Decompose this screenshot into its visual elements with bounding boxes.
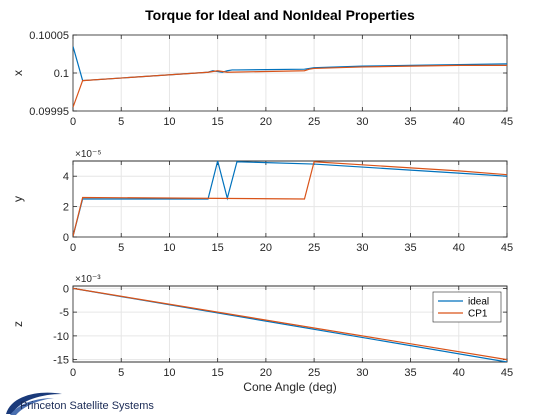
x-tick-label: 0	[70, 242, 76, 254]
x-tick-label: 10	[163, 242, 175, 254]
x-tick-label: 45	[501, 116, 513, 128]
series-line-cp1	[73, 161, 507, 237]
legend-label-cp1: CP1	[468, 309, 488, 320]
y-tick-label: 0	[63, 232, 69, 244]
x-tick-label: 45	[501, 242, 513, 254]
legend-box	[432, 291, 502, 323]
x-tick-label: 5	[118, 367, 124, 379]
logo-text: Princeton Satellite Systems	[20, 400, 154, 412]
x-axis-label: Cone Angle (deg)	[243, 380, 336, 394]
x-tick-label: 20	[260, 242, 272, 254]
y-tick-label: 0	[63, 283, 69, 295]
x-tick-label: 0	[70, 367, 76, 379]
y-tick-label: 4	[63, 171, 69, 183]
axes-3: 0 5 10 15 20 25 30 35 40 45 0 -5 -10 -15 ×10⁻³ z Cone An…	[11, 274, 513, 394]
x-tick-label: 40	[453, 116, 465, 128]
y-tick-label: -5	[59, 307, 69, 319]
x-tick-label: 10	[163, 367, 175, 379]
x-tick-label: 5	[118, 116, 124, 128]
x-tick-label: 15	[212, 116, 224, 128]
x-tick-label: 25	[308, 116, 320, 128]
series-line-ideal	[73, 161, 507, 237]
y-axis-label: x	[11, 70, 25, 76]
x-tick-label: 35	[404, 242, 416, 254]
x-tick-label: 15	[212, 367, 224, 379]
y-tick-label: 2	[63, 202, 69, 214]
y-tick-label: 0.09995	[29, 106, 69, 118]
x-tick-label: 5	[118, 242, 124, 254]
x-tick-label: 25	[308, 367, 320, 379]
logo-swoosh-icon	[6, 392, 62, 415]
y-tick-label: -10	[53, 331, 69, 343]
figure-title: Torque for Ideal and NonIdeal Properties	[145, 7, 415, 23]
legend-label-ideal: ideal	[468, 297, 489, 308]
y-axis-label: z	[11, 321, 25, 327]
x-tick-label: 30	[356, 116, 368, 128]
x-tick-label: 15	[212, 242, 224, 254]
x-tick-label: 35	[404, 116, 416, 128]
x-tick-label: 25	[308, 242, 320, 254]
axes-border	[72, 285, 508, 363]
x-tick-label: 40	[453, 242, 465, 254]
x-tick-label: 20	[260, 116, 272, 128]
axes-2: 0 5 10 15 20 25 30 35 40 45 0 2 4 ×10⁻⁵ y	[11, 149, 513, 254]
x-tick-label: 0	[70, 116, 76, 128]
y-exponent-label: ×10⁻³	[75, 274, 101, 285]
series-line-cp1	[73, 287, 507, 361]
x-tick-label: 10	[163, 116, 175, 128]
y-exponent-label: ×10⁻⁵	[75, 149, 101, 160]
x-tick-label: 35	[404, 367, 416, 379]
axes-1: 0 5 10 15 20 25 30 35 40 45 0.09995 0.1 0.10005 x	[11, 30, 513, 128]
y-tick-label: 0.1	[54, 68, 69, 80]
x-tick-label: 30	[356, 367, 368, 379]
x-tick-label: 20	[260, 367, 272, 379]
series-line-cp1	[73, 64, 507, 108]
x-tick-label: 40	[453, 367, 465, 379]
x-tick-label: 45	[501, 367, 513, 379]
axes-border	[72, 160, 508, 238]
y-tick-label: 0.10005	[29, 30, 69, 42]
y-tick-label: -15	[53, 355, 69, 367]
y-axis-label: y	[11, 196, 25, 202]
x-tick-label: 30	[356, 242, 368, 254]
